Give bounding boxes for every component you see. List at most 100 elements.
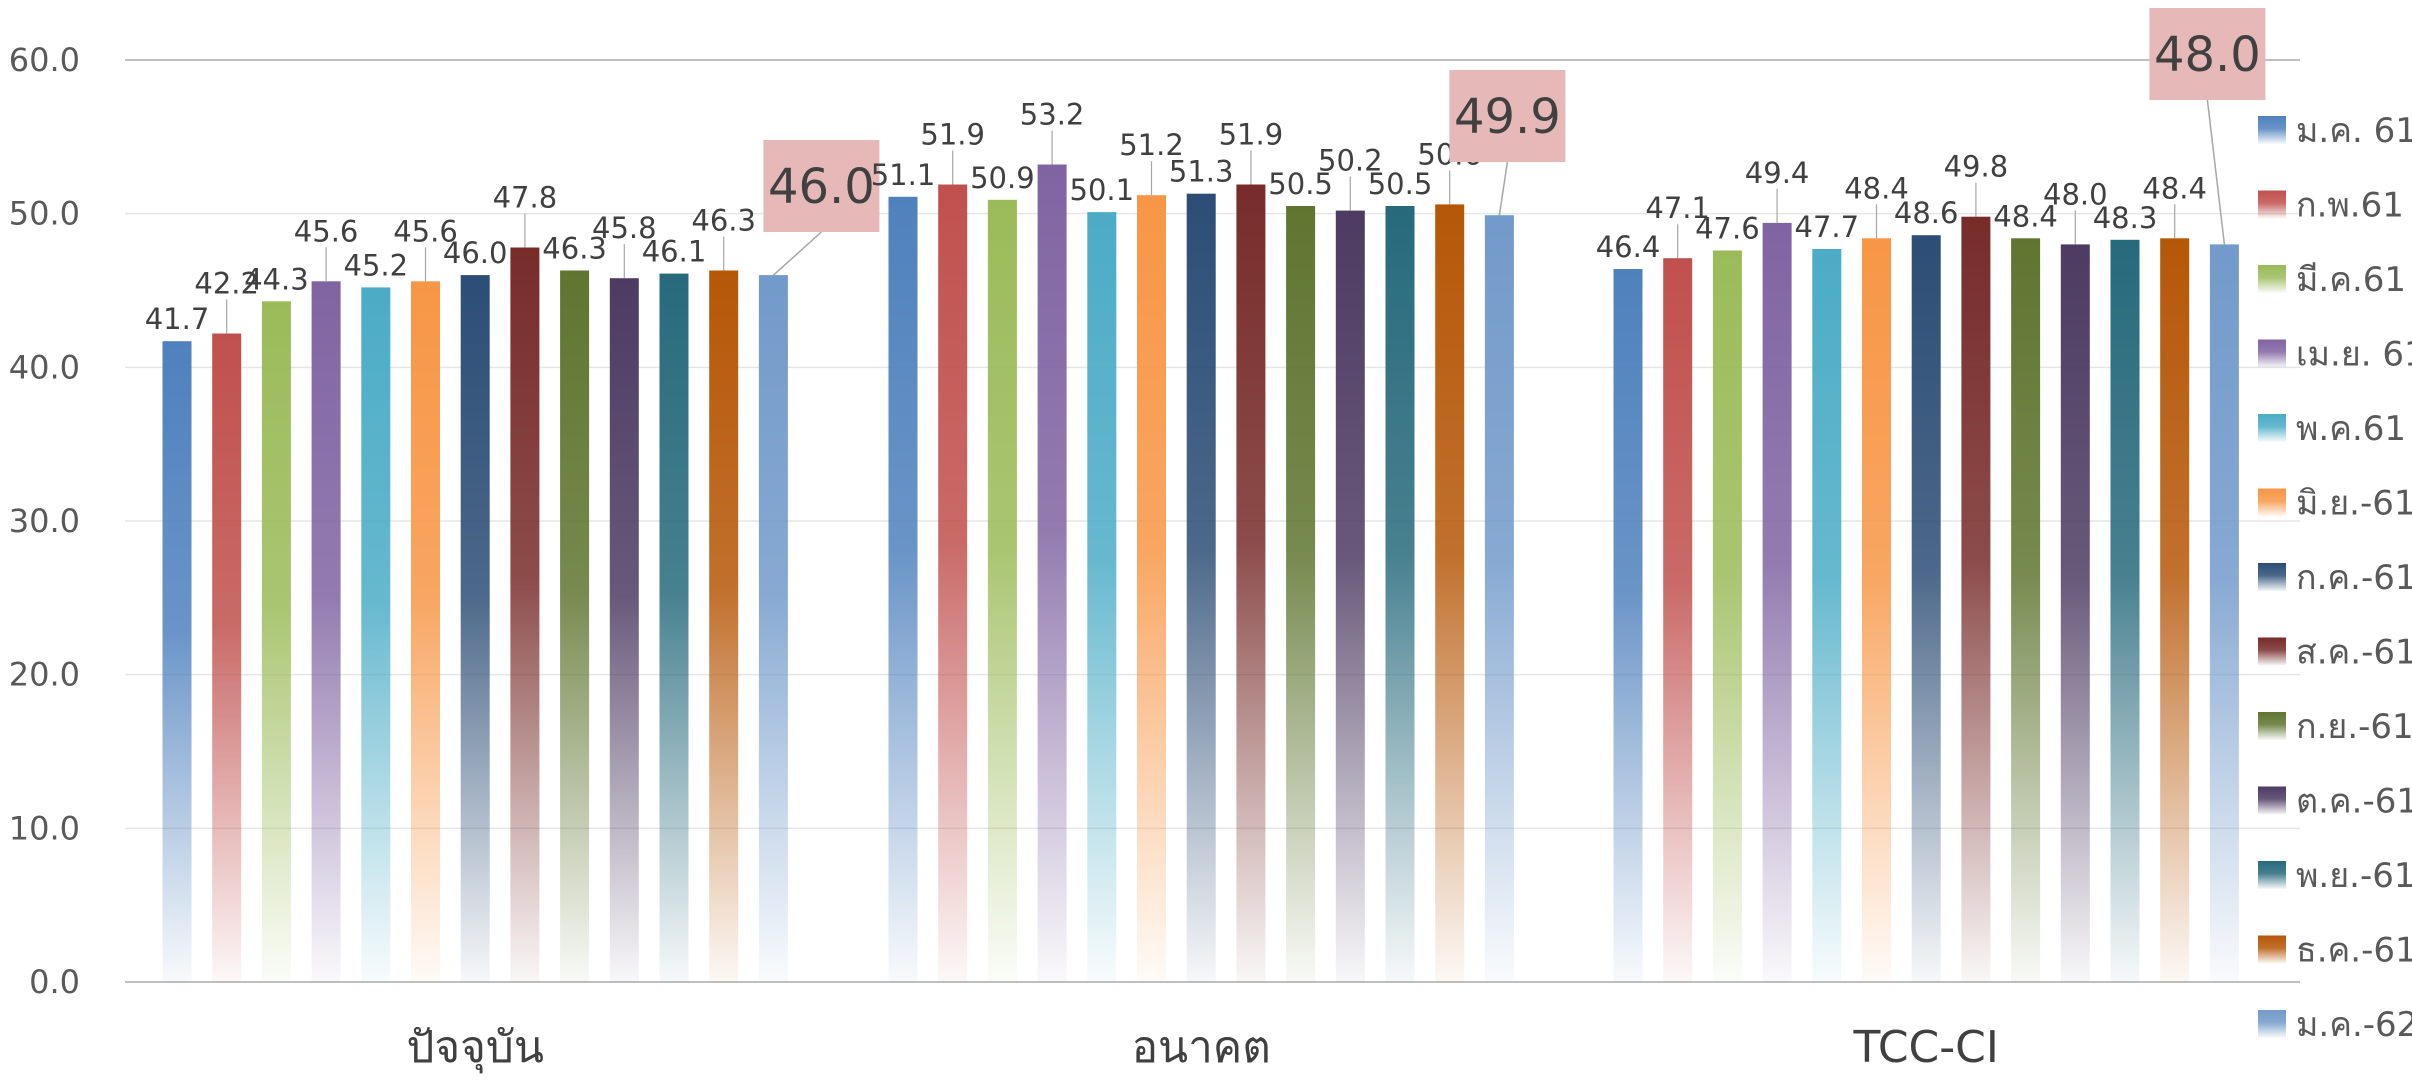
- y-tick-label: 20.0: [9, 656, 80, 694]
- legend-label: ม.ค.-62: [2296, 1005, 2412, 1045]
- legend-label: ม.ค. 61: [2296, 111, 2412, 151]
- bar: [1862, 238, 1891, 983]
- data-label: 45.6: [294, 214, 359, 248]
- bar: [758, 275, 788, 983]
- highlight-data-label: 46.0: [768, 159, 875, 215]
- data-label: 44.3: [244, 262, 309, 296]
- data-label: 51.3: [1169, 155, 1234, 189]
- highlight-label-box: [2149, 8, 2266, 100]
- bar: [261, 301, 291, 982]
- bar: [1911, 235, 1941, 982]
- category-label: TCC-CI: [1853, 1022, 1999, 1073]
- bar: [709, 270, 739, 982]
- legend-swatch: [2258, 265, 2286, 293]
- legend-swatch: [2258, 116, 2286, 144]
- data-label: 48.4: [1993, 199, 2058, 233]
- data-label: 46.3: [542, 232, 607, 266]
- bar: [987, 199, 1017, 983]
- legend-swatch: [2258, 339, 2286, 368]
- y-axis-ticks: 0.0 10.0 20.0 30.0 40.0 50.0 60.0: [9, 41, 80, 1001]
- bar: [1484, 215, 1514, 982]
- y-tick-label: 40.0: [9, 348, 80, 386]
- bar: [1663, 258, 1693, 982]
- legend-swatch: [2258, 637, 2286, 666]
- data-label: 47.1: [1645, 191, 1710, 225]
- y-tick-label: 30.0: [9, 502, 80, 540]
- category-label: อนาคต: [1132, 1022, 1271, 1073]
- bar: [162, 341, 192, 982]
- legend-label: ธ.ค.-61: [2296, 931, 2412, 971]
- bar: [2011, 238, 2041, 983]
- highlight-label-box: [763, 140, 880, 232]
- y-tick-label: 50.0: [9, 195, 80, 233]
- bar: [560, 270, 590, 982]
- bar: [1037, 164, 1067, 982]
- bar: [411, 281, 440, 982]
- bar: [361, 287, 391, 982]
- bar: [1186, 193, 1216, 982]
- bar: [1812, 249, 1842, 982]
- category-labels: ปัจจุบัน อนาคต TCC-CI: [406, 1022, 1998, 1074]
- data-label: 45.6: [393, 214, 458, 248]
- data-label: 49.4: [1745, 156, 1810, 190]
- data-label: 42.2: [194, 267, 259, 301]
- bar: [2110, 239, 2140, 983]
- data-label: 48.0: [2043, 177, 2108, 211]
- bar: [609, 278, 639, 982]
- bar: [938, 184, 968, 982]
- legend-swatch: [2258, 414, 2286, 442]
- data-label: 49.8: [1944, 150, 2009, 184]
- bar: [1286, 206, 1316, 982]
- legend-swatch: [2258, 861, 2286, 889]
- bars: [162, 164, 2239, 983]
- data-label: 46.4: [1596, 230, 1661, 264]
- legend-swatch: [2258, 712, 2286, 740]
- callout-leader: [2206, 99, 2226, 245]
- bar: [510, 247, 540, 982]
- bar: [659, 273, 689, 983]
- data-label: 51.9: [920, 117, 985, 151]
- bar: [1087, 212, 1117, 983]
- data-label: 46.0: [443, 236, 508, 270]
- legend-label: ต.ค.-61: [2296, 782, 2412, 822]
- data-label: 48.4: [1844, 171, 1909, 205]
- highlight-data-label: 49.9: [1454, 89, 1561, 145]
- bar: [212, 333, 242, 982]
- legend-label: มี.ค.61: [2296, 260, 2406, 300]
- data-label: 51.2: [1119, 128, 1184, 162]
- legend-label: ก.พ.61: [2296, 186, 2404, 226]
- data-label: 45.2: [344, 248, 409, 282]
- bar: [2060, 244, 2090, 982]
- data-label: 48.3: [2093, 201, 2158, 235]
- legend-swatch: [2258, 563, 2286, 591]
- y-tick-label: 60.0: [9, 41, 80, 79]
- category-label: ปัจจุบัน: [406, 1022, 544, 1074]
- bar: [1762, 222, 1792, 982]
- data-label: 53.2: [1020, 97, 1085, 131]
- legend-label: ก.ค.-61: [2296, 558, 2412, 598]
- data-label: 46.3: [691, 204, 756, 238]
- legend-swatch: [2258, 190, 2286, 219]
- data-label: 46.1: [642, 235, 707, 269]
- data-label: 48.4: [2142, 171, 2207, 205]
- data-label: 47.7: [1795, 210, 1860, 244]
- highlight-data-label: 48.0: [2154, 27, 2261, 83]
- bar: [2209, 244, 2239, 982]
- bar: [888, 196, 918, 983]
- y-tick-label: 10.0: [9, 809, 80, 847]
- data-label: 48.6: [1894, 196, 1959, 230]
- legend-label: มิ.ย.-61: [2296, 484, 2412, 524]
- data-labels: 41.742.244.345.645.245.646.047.846.345.8…: [145, 8, 2266, 336]
- callout-leader: [1498, 161, 1509, 216]
- bar: [1137, 195, 1166, 982]
- data-label: 50.9: [970, 161, 1035, 195]
- legend-label: พ.ค.61: [2296, 409, 2406, 449]
- bar: [1236, 184, 1266, 982]
- legend-swatch: [2258, 488, 2286, 517]
- legend: ม.ค. 61 ก.พ.61 มี.ค.61 เม.ย. 61 พ.ค.61 มิ.ย.-…: [2258, 111, 2412, 1045]
- bar: [460, 275, 490, 983]
- bar: [2160, 238, 2190, 983]
- bar: [1385, 206, 1415, 982]
- highlight-label-box: [1449, 70, 1566, 162]
